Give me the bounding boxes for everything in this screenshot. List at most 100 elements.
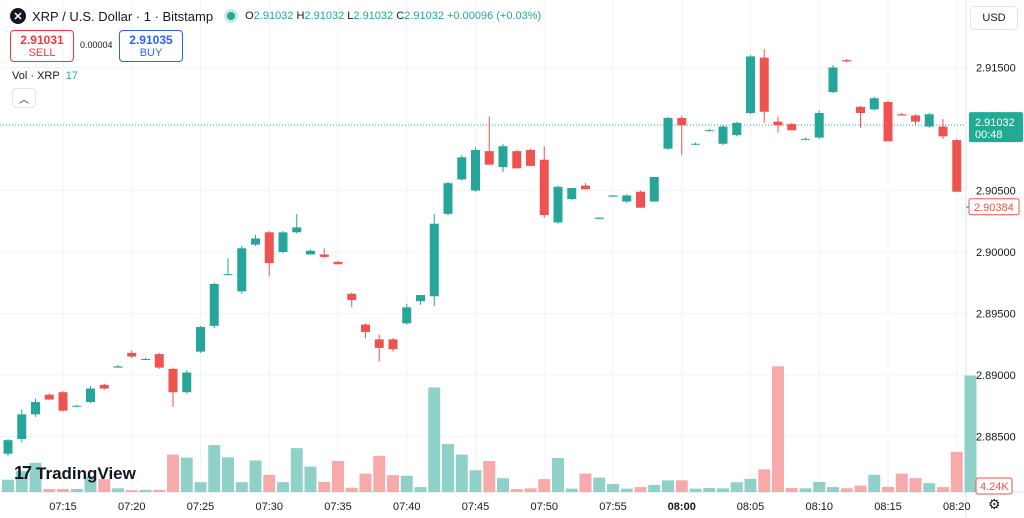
gear-icon[interactable]: ⚙ (988, 496, 1001, 512)
last-price-label: 2.91032 (975, 117, 1015, 129)
candle-body (938, 126, 948, 137)
candle-body (429, 223, 439, 297)
candle-body (801, 138, 810, 140)
candle-body (773, 121, 783, 126)
candle-body (347, 293, 357, 300)
collapse-legend-button[interactable]: ︿ (12, 88, 36, 108)
price-tick-label: 2.88500 (976, 432, 1016, 444)
volume-bar (497, 478, 509, 492)
buy-label: BUY (139, 47, 163, 59)
candle-body (594, 217, 604, 219)
time-tick-label: 07:40 (393, 501, 421, 513)
volume-bar (345, 487, 358, 492)
volume-bar (428, 387, 441, 492)
symbol-title[interactable]: XRP / U.S. Dollar · 1 · Bitstamp (32, 8, 214, 24)
volume-legend: Vol · XRP 17 (12, 70, 78, 82)
candle-body (72, 405, 82, 407)
candle-body (402, 307, 412, 324)
candle-body (168, 368, 178, 393)
time-tick-label: 08:20 (943, 501, 971, 513)
volume-bar (854, 485, 867, 492)
volume-bar (552, 457, 564, 492)
brand-name: TradingView (36, 463, 136, 483)
volume-bar (2, 479, 14, 492)
candle-body (526, 149, 535, 166)
candle-body (31, 402, 40, 415)
volume-bar (483, 461, 496, 492)
volume-bar (98, 479, 111, 492)
volume-bar (607, 484, 619, 492)
volume-bar (57, 488, 69, 492)
candle-body (374, 339, 384, 348)
volume-bar (194, 482, 207, 492)
candle-body (746, 56, 755, 114)
candle-body (924, 114, 934, 127)
candle-body (581, 185, 590, 190)
volume-label-box (975, 477, 1013, 495)
candle-body (498, 146, 508, 168)
currency-select[interactable]: USD (970, 6, 1018, 30)
symbol-logo-icon: ✕ (10, 8, 26, 24)
volume-bar (235, 482, 248, 492)
volume-bar (744, 478, 757, 492)
candle-body (127, 352, 137, 357)
candle-body (223, 274, 233, 276)
volume-bar (758, 469, 771, 492)
candle-body (856, 106, 865, 114)
volume-bar (895, 473, 908, 492)
countdown-label: 00:48 (975, 129, 1003, 141)
volume-bar (43, 488, 56, 492)
volume-bar (510, 488, 523, 492)
candle-body (636, 191, 645, 208)
candle-body (306, 250, 315, 255)
price-tick-label: 2.91500 (976, 63, 1016, 75)
price-tick-label: 2.89000 (976, 370, 1016, 382)
time-tick-label: 08:15 (874, 501, 902, 513)
candle-body (361, 324, 370, 332)
volume-bar (455, 454, 468, 492)
candle-body (17, 414, 27, 439)
volume-bar (799, 488, 812, 492)
volume-bar (923, 483, 936, 492)
time-tick-label: 07:50 (530, 501, 558, 513)
volume-bar (277, 482, 289, 492)
volume-bar (937, 487, 949, 492)
volume-bar (290, 448, 303, 492)
volume-bar (304, 466, 317, 492)
time-tick-label: 07:15 (49, 501, 77, 513)
volume-bar (950, 451, 963, 492)
candle-body (251, 238, 260, 245)
volume-bar (469, 470, 482, 492)
candle-body (553, 186, 563, 223)
volume-bar (153, 489, 166, 492)
volume-bar (565, 488, 578, 492)
volume-bar (112, 488, 124, 492)
volume-bar (84, 476, 97, 492)
buy-button[interactable]: 2.91035 BUY (119, 30, 183, 62)
candle-body (388, 339, 398, 350)
marker-price-label: 2.90384 (974, 202, 1014, 214)
candle-body (264, 232, 274, 264)
candle-body (58, 392, 68, 411)
volume-bar (318, 481, 331, 492)
sell-button[interactable]: 2.91031 SELL (10, 30, 74, 62)
candle-body (787, 124, 797, 131)
candle-body (416, 295, 425, 302)
last-price-box (969, 112, 1023, 143)
time-tick-label: 07:25 (187, 501, 215, 513)
volume-bar (359, 473, 372, 492)
candle-body (182, 372, 192, 393)
candle-body (141, 359, 150, 361)
volume-bar (208, 445, 221, 492)
volume-bar (579, 473, 592, 492)
candle-body (319, 254, 329, 257)
candle-body (44, 394, 54, 400)
volume-bar (70, 488, 83, 492)
sell-price: 2.91031 (20, 33, 64, 47)
volume-max-label: 4.24K (980, 481, 1009, 493)
tradingview-logo[interactable]: 17 TradingView (14, 463, 136, 484)
volume-bar (648, 484, 661, 492)
volume-bar (332, 461, 344, 492)
candle-body (512, 151, 522, 169)
